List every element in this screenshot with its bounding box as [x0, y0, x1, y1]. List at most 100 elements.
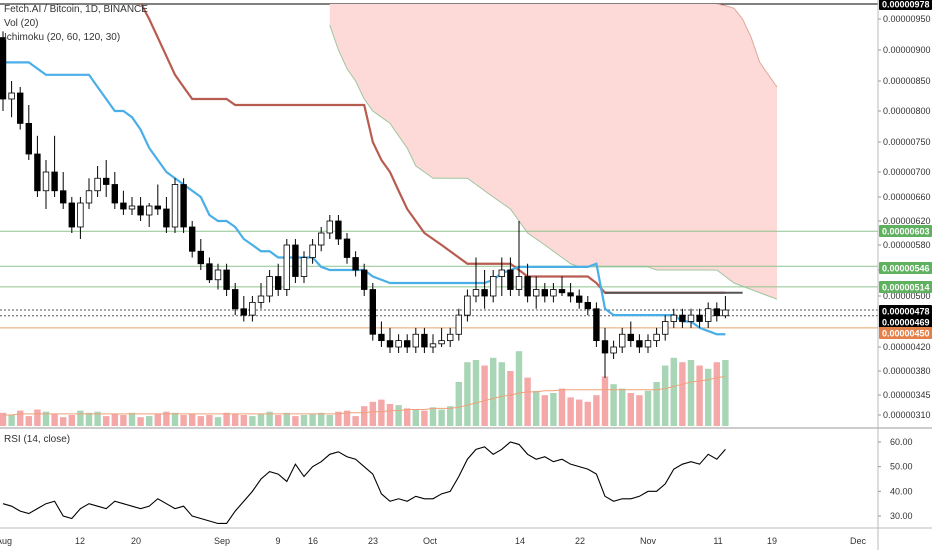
candle-body	[42, 171, 50, 192]
candle-body	[266, 276, 273, 297]
candle-body	[619, 333, 626, 348]
candle-body	[481, 289, 488, 297]
volume-bar	[154, 413, 161, 426]
candle-body	[722, 309, 729, 317]
volume-bar	[455, 382, 462, 426]
volume-bar	[180, 415, 187, 426]
volume-bar	[395, 405, 402, 426]
candle-body	[60, 190, 67, 204]
volume-bar	[17, 410, 24, 426]
candle-body	[644, 340, 652, 348]
volume-bar	[8, 415, 15, 426]
volume-bar	[679, 362, 686, 426]
volume-bar	[300, 415, 308, 426]
time-tick-label: Dec	[850, 536, 867, 546]
volume-bar	[232, 413, 239, 426]
price-tick-label: 0.00000900	[883, 45, 931, 55]
volume-indicator-label[interactable]: Vol (20)	[4, 18, 39, 29]
candle-body	[507, 269, 514, 290]
candle-body	[77, 202, 84, 228]
price-tick-label: 0.00000500	[883, 291, 931, 301]
volume-bar	[378, 399, 385, 426]
candle-body	[524, 276, 531, 297]
volume-bar	[25, 416, 32, 426]
price-badge-label: 0.00000478	[882, 307, 930, 317]
time-tick-label: 16	[308, 536, 318, 546]
price-badge-label: 0.00000603	[882, 227, 930, 237]
candle-body	[679, 314, 686, 322]
candle-body	[34, 153, 41, 192]
candle-body	[576, 295, 583, 303]
rsi-indicator-label[interactable]: RSI (14, close)	[4, 434, 71, 445]
time-tick-label: Aug	[0, 536, 12, 546]
volume-bar	[214, 417, 222, 426]
volume-bar	[249, 416, 256, 426]
candle-body	[120, 202, 127, 210]
ichimoku-indicator-label[interactable]: Ichimoku (20, 60, 120, 30)	[4, 32, 121, 43]
candle-body	[601, 340, 609, 354]
candle-body	[421, 333, 428, 348]
volume-bar	[533, 390, 540, 426]
time-tick-label: 19	[767, 536, 777, 546]
rsi-tick-label: 60.00	[890, 437, 913, 447]
volume-bar	[447, 406, 454, 426]
volume-bar	[309, 413, 316, 426]
price-tick-label: 0.00000620	[883, 216, 931, 226]
price-tick-label: 0.00000660	[883, 192, 931, 202]
price-tick-label: 0.00000310	[883, 410, 931, 420]
volume-bar	[644, 390, 652, 426]
candle-body	[214, 269, 222, 281]
volume-bar	[627, 393, 634, 426]
candle-body	[292, 244, 299, 277]
volume-bar	[524, 377, 531, 426]
price-tick-label: 0.00000800	[883, 106, 931, 116]
candle-body	[464, 295, 471, 316]
volume-bar	[696, 365, 703, 426]
volume-bar	[275, 415, 282, 426]
price-badge	[879, 0, 932, 10]
volume-bar	[722, 360, 729, 426]
candle-body	[154, 205, 161, 210]
volume-bar	[576, 399, 583, 426]
volume-bar	[94, 411, 101, 426]
volume-bar	[619, 388, 626, 426]
volume-bar	[429, 407, 437, 426]
volume-bar	[120, 415, 127, 426]
candle-body	[498, 269, 505, 277]
candle-body	[550, 289, 557, 297]
volume-bar	[558, 388, 566, 426]
cloud-upper-edge	[716, 4, 778, 88]
candle-body	[584, 301, 591, 310]
candle-body	[128, 205, 136, 210]
candle-body	[257, 295, 265, 303]
candle-body	[352, 257, 359, 271]
volume-bar	[593, 395, 600, 426]
candle-body	[610, 346, 617, 354]
candle-body	[283, 244, 290, 290]
time-tick-label: Sep	[214, 536, 230, 546]
volume-bar	[653, 382, 660, 426]
volume-bar	[705, 368, 712, 426]
candle-body	[68, 202, 75, 228]
candle-body	[326, 220, 333, 234]
volume-bar	[361, 406, 368, 426]
candle-body	[489, 276, 497, 297]
candle-body	[386, 340, 394, 348]
candle-body	[335, 220, 342, 240]
volume-bar	[687, 360, 695, 426]
volume-bar	[163, 411, 170, 426]
volume-bar	[498, 362, 505, 426]
symbol-title[interactable]: Fetch.AI / Bitcoin, 1D, BINANCE	[4, 4, 148, 15]
volume-bar	[584, 401, 591, 426]
volume-bar	[51, 413, 58, 426]
candle-body	[541, 289, 548, 297]
volume-bar	[292, 416, 299, 426]
rsi-legend: RSI (14, close)	[4, 434, 70, 445]
candle-body	[111, 184, 118, 204]
volume-bar	[146, 416, 153, 426]
time-tick-label: 23	[368, 536, 378, 546]
volume-bar	[42, 411, 50, 426]
price-badge-label: 0.00000469	[882, 318, 930, 328]
time-tick-label: Nov	[640, 536, 657, 546]
